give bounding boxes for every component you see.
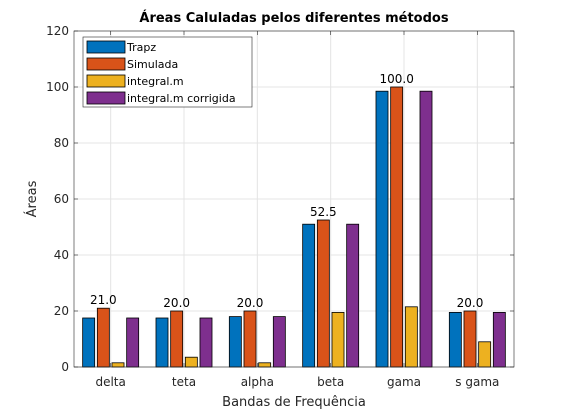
- data-label-1: 20.0: [163, 296, 190, 310]
- bar-gama-1: [390, 86, 404, 368]
- x-tick-label-1: teta: [172, 375, 196, 389]
- data-label-3: 52.5: [310, 205, 337, 219]
- bar-alpha-2: [258, 362, 272, 368]
- bar-delta-0: [82, 317, 96, 368]
- bar-teta-2: [184, 356, 198, 368]
- bar-s-gama-3: [492, 311, 506, 368]
- chart-title: Áreas Caluladas pelos diferentes métodos: [139, 10, 448, 26]
- legend-swatch-0: [86, 40, 126, 54]
- bars: [82, 86, 506, 368]
- x-tick-label-4: gama: [387, 375, 421, 389]
- legend-label-3: integral.m corrigida: [127, 92, 236, 105]
- legend-label-0: Trapz: [126, 41, 156, 54]
- bar-alpha-3: [272, 316, 286, 368]
- x-tick-label-0: delta: [95, 375, 125, 389]
- x-axis-label: Bandas de Frequência: [222, 395, 366, 410]
- y-tick-label-4: 80: [54, 136, 69, 150]
- bar-delta-1: [96, 307, 110, 368]
- bar-s-gama-1: [463, 310, 477, 368]
- x-axis-ticks: delta teta alpha beta gama s gama: [95, 31, 499, 389]
- bar-gama-2: [404, 306, 418, 368]
- bar-alpha-1: [243, 310, 257, 368]
- bar-delta-3: [126, 317, 140, 368]
- data-label-5: 20.0: [457, 296, 484, 310]
- bar-beta-1: [316, 219, 330, 368]
- y-tick-label-0: 0: [61, 360, 69, 374]
- y-tick-label-6: 120: [46, 24, 69, 38]
- legend-swatch-3: [86, 91, 126, 105]
- data-label-4: 100.0: [379, 72, 413, 86]
- bar-teta-3: [199, 317, 213, 368]
- bar-beta-3: [346, 223, 360, 368]
- x-tick-label-2: alpha: [241, 375, 274, 389]
- bar-beta-0: [302, 223, 316, 368]
- bar-s-gama-2: [478, 341, 492, 368]
- y-tick-label-2: 40: [54, 248, 69, 262]
- bar-alpha-0: [228, 316, 242, 368]
- bar-gama-0: [375, 90, 389, 368]
- legend-label-1: Simulada: [127, 58, 178, 71]
- legend: Trapz Simulada integral.m integral.m corrig…: [82, 36, 253, 108]
- y-axis-ticks: 0 20 40 60 80 100 120: [46, 24, 514, 374]
- data-label-2: 20.0: [237, 296, 264, 310]
- x-tick-label-3: beta: [317, 375, 344, 389]
- y-tick-label-1: 20: [54, 304, 69, 318]
- bar-s-gama-0: [448, 311, 462, 368]
- bar-teta-0: [155, 317, 169, 368]
- y-axis-label: Áreas: [24, 180, 40, 217]
- data-labels: 21.0 20.0 20.0 52.5 100.0 20.0: [90, 72, 483, 310]
- legend-swatch-1: [86, 57, 126, 71]
- y-tick-label-5: 100: [46, 80, 69, 94]
- legend-swatch-2: [86, 74, 126, 88]
- y-tick-label-3: 60: [54, 192, 69, 206]
- legend-label-2: integral.m: [127, 75, 184, 88]
- bar-delta-2: [111, 362, 125, 368]
- x-tick-label-5: s gama: [455, 375, 499, 389]
- data-label-0: 21.0: [90, 293, 117, 307]
- bar-beta-2: [331, 311, 345, 368]
- bar-gama-3: [419, 90, 433, 368]
- bar-teta-1: [170, 310, 184, 368]
